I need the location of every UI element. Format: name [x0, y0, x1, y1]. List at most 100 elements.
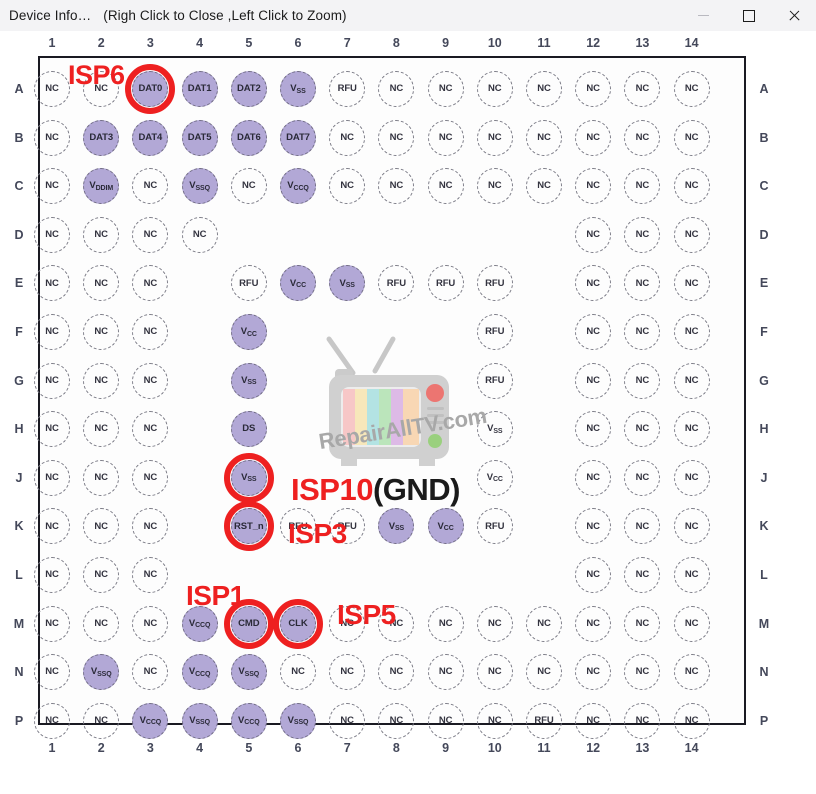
ball-E3[interactable]: NC [132, 265, 169, 302]
ball-G12[interactable]: NC [575, 362, 612, 399]
ball-B4[interactable]: DAT5 [181, 119, 218, 156]
ball-A6[interactable]: V SS [280, 71, 316, 107]
ball-N2[interactable]: V SSQ [83, 654, 120, 691]
ball-E2[interactable]: NC [83, 265, 120, 302]
ball-D1[interactable]: NC [34, 216, 70, 253]
ball-M5[interactable]: CMD [230, 605, 267, 642]
ball-K1[interactable]: NC [34, 508, 70, 545]
ball-E5[interactable]: RFU [230, 265, 267, 302]
ball-P2[interactable]: NC [83, 702, 120, 739]
ball-C4[interactable]: V SSQ [181, 168, 218, 205]
ball-H14[interactable]: NC [673, 411, 710, 448]
ball-L13[interactable]: NC [624, 557, 661, 593]
ball-H3[interactable]: NC [132, 411, 169, 448]
ball-P10[interactable]: NC [476, 702, 513, 739]
ball-K2[interactable]: NC [83, 508, 120, 545]
ball-N5[interactable]: V SSQ [230, 654, 267, 691]
ball-K3[interactable]: NC [132, 508, 169, 545]
ball-A11[interactable]: NC [526, 71, 562, 107]
ball-B1[interactable]: NC [34, 119, 70, 156]
ball-M4[interactable]: V CCQ [181, 605, 218, 642]
ball-B9[interactable]: NC [427, 119, 464, 156]
ball-E9[interactable]: RFU [427, 265, 464, 302]
ball-L1[interactable]: NC [34, 557, 70, 593]
ball-M14[interactable]: NC [673, 605, 710, 642]
ball-A3[interactable]: DAT0 [132, 71, 169, 107]
ball-J2[interactable]: NC [83, 459, 120, 496]
ball-C7[interactable]: NC [329, 168, 366, 205]
ball-D14[interactable]: NC [673, 216, 710, 253]
ball-C8[interactable]: NC [378, 168, 415, 205]
ball-B3[interactable]: DAT4 [132, 119, 169, 156]
ball-A2[interactable]: NC [83, 71, 120, 107]
ball-C9[interactable]: NC [427, 168, 464, 205]
ball-J12[interactable]: NC [575, 459, 612, 496]
ball-D3[interactable]: NC [132, 216, 169, 253]
ball-K7[interactable]: RFU [329, 508, 366, 545]
ball-B8[interactable]: NC [378, 119, 415, 156]
ball-K14[interactable]: NC [673, 508, 710, 545]
ball-P8[interactable]: NC [378, 702, 415, 739]
ball-B5[interactable]: DAT6 [230, 119, 267, 156]
ball-E10[interactable]: RFU [476, 265, 513, 302]
ball-M2[interactable]: NC [83, 605, 120, 642]
ball-M9[interactable]: NC [427, 605, 464, 642]
ball-B2[interactable]: DAT3 [83, 119, 120, 156]
ball-B13[interactable]: NC [624, 119, 661, 156]
ball-J14[interactable]: NC [673, 459, 710, 496]
ball-K6[interactable]: RFU [280, 508, 316, 545]
ball-G13[interactable]: NC [624, 362, 661, 399]
maximize-button[interactable] [726, 0, 771, 31]
ball-P12[interactable]: NC [575, 702, 612, 739]
ball-F14[interactable]: NC [673, 314, 710, 350]
ball-L12[interactable]: NC [575, 557, 612, 593]
ball-A10[interactable]: NC [476, 71, 513, 107]
ball-N12[interactable]: NC [575, 654, 612, 691]
ball-A1[interactable]: NC [34, 71, 70, 107]
ball-C6[interactable]: V CCQ [280, 168, 316, 205]
ball-D12[interactable]: NC [575, 216, 612, 253]
ball-C3[interactable]: NC [132, 168, 169, 205]
ball-K10[interactable]: RFU [476, 508, 513, 545]
ball-N14[interactable]: NC [673, 654, 710, 691]
ball-A7[interactable]: RFU [329, 71, 366, 107]
ball-G14[interactable]: NC [673, 362, 710, 399]
ball-N4[interactable]: V CCQ [181, 654, 218, 691]
ball-J5[interactable]: V SS [230, 459, 267, 496]
ball-B7[interactable]: NC [329, 119, 366, 156]
ball-D4[interactable]: NC [181, 216, 218, 253]
ball-G10[interactable]: RFU [476, 362, 513, 399]
ball-A9[interactable]: NC [427, 71, 464, 107]
ball-J3[interactable]: NC [132, 459, 169, 496]
ball-C14[interactable]: NC [673, 168, 710, 205]
ball-P1[interactable]: NC [34, 702, 70, 739]
ball-C13[interactable]: NC [624, 168, 661, 205]
ball-E14[interactable]: NC [673, 265, 710, 302]
ball-C1[interactable]: NC [34, 168, 70, 205]
ball-P9[interactable]: NC [427, 702, 464, 739]
ball-N8[interactable]: NC [378, 654, 415, 691]
ball-A8[interactable]: NC [378, 71, 415, 107]
ball-P4[interactable]: V SSQ [181, 702, 218, 739]
ball-K12[interactable]: NC [575, 508, 612, 545]
ball-B11[interactable]: NC [526, 119, 562, 156]
ball-G2[interactable]: NC [83, 362, 120, 399]
ball-N13[interactable]: NC [624, 654, 661, 691]
ball-B14[interactable]: NC [673, 119, 710, 156]
ball-B6[interactable]: DAT7 [280, 119, 316, 156]
ball-P7[interactable]: NC [329, 702, 366, 739]
ball-F10[interactable]: RFU [476, 314, 513, 350]
ball-A4[interactable]: DAT1 [181, 71, 218, 107]
ball-K8[interactable]: V SS [378, 508, 415, 545]
ball-K13[interactable]: NC [624, 508, 661, 545]
ball-A12[interactable]: NC [575, 71, 612, 107]
ball-A14[interactable]: NC [673, 71, 710, 107]
ball-K9[interactable]: V CC [427, 508, 464, 545]
ball-E12[interactable]: NC [575, 265, 612, 302]
ball-L3[interactable]: NC [132, 557, 169, 593]
ball-K5[interactable]: RST_n [230, 508, 267, 545]
ball-N6[interactable]: NC [280, 654, 316, 691]
ball-H5[interactable]: DS [230, 411, 267, 448]
ball-H2[interactable]: NC [83, 411, 120, 448]
ball-F5[interactable]: V CC [230, 314, 267, 350]
